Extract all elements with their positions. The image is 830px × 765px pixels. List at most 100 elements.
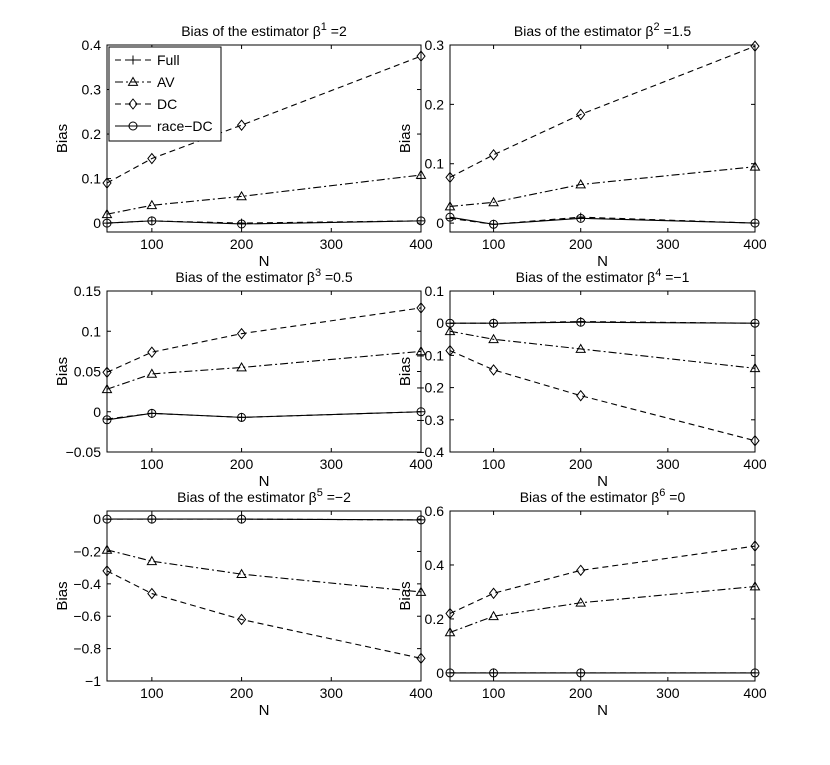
x-tick-label: 400 (743, 236, 767, 252)
point-av (444, 200, 456, 211)
y-tick-label: −0.2 (73, 543, 101, 559)
series-line-av (106, 350, 422, 390)
point-race (576, 668, 586, 678)
x-tick-label: 400 (409, 456, 433, 472)
x-tick-label: 300 (656, 456, 680, 472)
x-tick-label: 100 (140, 236, 164, 252)
x-tick-label: 100 (482, 236, 506, 252)
panel-title: Bias of the estimator β5 =−2 (177, 487, 351, 505)
point-dc (416, 652, 426, 665)
point-dc (576, 564, 586, 577)
legend-label-full: Full (157, 52, 180, 68)
x-tick-label: 300 (656, 236, 680, 252)
point-dc (236, 119, 247, 131)
legend-label-race: race−DC (157, 118, 213, 134)
point-av (415, 586, 427, 596)
point-race (147, 514, 157, 524)
point-dc (488, 587, 499, 600)
point-dc (147, 152, 157, 165)
y-tick-label: 0.1 (425, 156, 445, 172)
x-tick-label: 300 (656, 685, 680, 701)
y-tick-label: 0 (93, 511, 101, 527)
point-race (489, 668, 499, 678)
x-tick-label: 400 (409, 685, 433, 701)
point-dc (445, 171, 455, 184)
plot-area (106, 290, 422, 453)
x-tick-label: 200 (569, 685, 593, 701)
y-axis-label: Bias (54, 357, 71, 386)
point-av (444, 626, 456, 637)
point-av (146, 199, 158, 210)
series-line-race (449, 216, 756, 225)
point-race (750, 318, 760, 328)
point-dc (576, 389, 586, 402)
y-axis-label: Bias (54, 581, 71, 610)
x-axis-label: N (597, 253, 608, 270)
series-line-dc (106, 55, 422, 184)
panel-title: Bias of the estimator β4 =−1 (516, 267, 690, 285)
point-av (236, 190, 247, 201)
x-tick-label: 200 (230, 685, 254, 701)
y-tick-label: −0.8 (73, 641, 101, 657)
x-tick-label: 400 (743, 456, 767, 472)
point-av (236, 568, 247, 579)
point-race (489, 318, 499, 328)
series-line-av (106, 174, 422, 215)
point-race (445, 668, 455, 678)
y-tick-label: −0.3 (416, 412, 444, 428)
point-race (102, 415, 112, 425)
x-tick-label: 300 (320, 685, 344, 701)
series-line-race (106, 411, 422, 421)
point-av (146, 555, 158, 566)
point-race (576, 213, 586, 223)
x-axis-label: N (259, 702, 270, 719)
point-av (101, 208, 113, 219)
point-av (749, 161, 761, 171)
y-tick-label: 0 (436, 315, 444, 331)
y-tick-label: 0.3 (425, 37, 445, 53)
point-av (749, 581, 761, 591)
plot-area (449, 44, 756, 233)
y-axis-label: Bias (397, 581, 414, 610)
point-race (102, 514, 112, 524)
x-tick-label: 200 (230, 456, 254, 472)
x-tick-label: 200 (569, 456, 593, 472)
point-race (237, 412, 247, 422)
series-line-dc (449, 545, 756, 615)
panel-3: 100 200 300 400 −0.05 0 0.05 0.1 0.15 Bias of the… (54, 267, 433, 490)
series-line-full (449, 216, 756, 225)
y-axis-label: Bias (54, 124, 71, 153)
series-line-race (450, 321, 756, 324)
point-dc (576, 108, 586, 121)
legend-marker-full (128, 55, 138, 65)
y-tick-label: −1 (85, 673, 101, 689)
point-dc (236, 327, 247, 340)
point-dc (147, 587, 157, 600)
point-race (147, 216, 157, 226)
y-tick-label: −0.6 (73, 608, 101, 624)
x-tick-label: 200 (230, 236, 254, 252)
point-dc (750, 40, 760, 52)
point-dc (102, 565, 112, 577)
point-race (102, 218, 112, 228)
x-tick-label: 100 (140, 685, 164, 701)
x-tick-label: 100 (482, 685, 506, 701)
x-tick-label: 300 (320, 236, 344, 252)
x-tick-label: 300 (320, 456, 344, 472)
point-av (575, 179, 587, 189)
point-av (146, 368, 158, 378)
y-tick-label: 0 (436, 665, 444, 681)
point-race (445, 318, 455, 328)
point-dc (416, 302, 426, 314)
y-tick-label: −0.4 (416, 444, 444, 460)
y-tick-label: −0.4 (73, 576, 101, 592)
point-dc (445, 344, 455, 357)
point-race (237, 219, 247, 229)
series-line-av (106, 549, 422, 593)
x-axis-label: N (259, 473, 270, 490)
point-av (575, 343, 587, 353)
panel-title: Bias of the estimator β6 =0 (520, 487, 686, 505)
